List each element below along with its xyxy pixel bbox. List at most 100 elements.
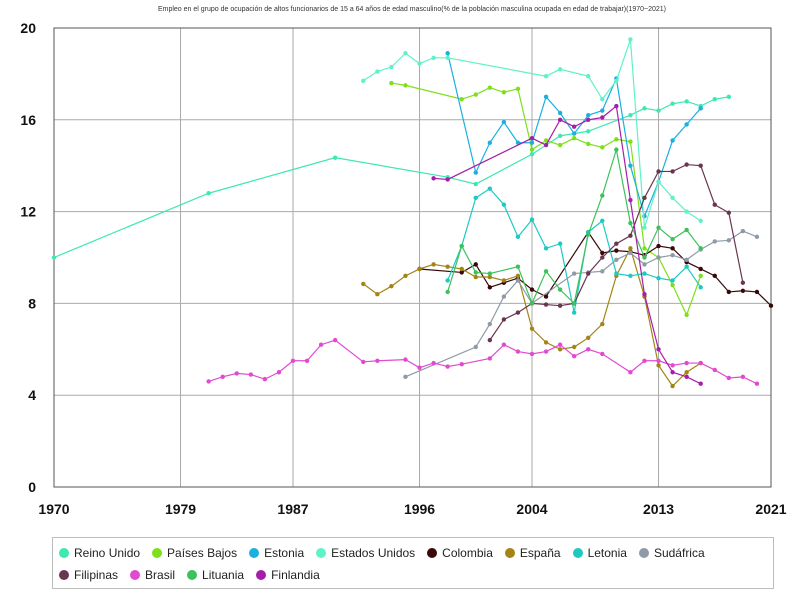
data-point[interactable] bbox=[515, 349, 521, 354]
data-point[interactable] bbox=[712, 239, 717, 244]
data-point[interactable] bbox=[543, 349, 549, 354]
data-point[interactable] bbox=[206, 379, 211, 384]
data-point[interactable] bbox=[642, 255, 647, 260]
data-point[interactable] bbox=[332, 337, 338, 343]
data-point[interactable] bbox=[248, 372, 254, 377]
data-point[interactable] bbox=[445, 51, 450, 56]
data-point[interactable] bbox=[473, 170, 478, 175]
legend-item[interactable]: Reino Unido bbox=[59, 544, 140, 562]
data-point[interactable] bbox=[459, 96, 464, 102]
data-point[interactable] bbox=[375, 358, 380, 363]
data-point[interactable] bbox=[698, 266, 703, 272]
data-point[interactable] bbox=[684, 162, 689, 167]
data-point[interactable] bbox=[375, 69, 380, 74]
data-point[interactable] bbox=[642, 358, 647, 363]
data-point[interactable] bbox=[557, 110, 563, 116]
data-point[interactable] bbox=[586, 271, 591, 276]
data-point[interactable] bbox=[642, 292, 647, 297]
data-point[interactable] bbox=[487, 271, 493, 276]
data-point[interactable] bbox=[515, 273, 521, 279]
data-point[interactable] bbox=[670, 370, 675, 375]
data-point[interactable] bbox=[656, 358, 661, 363]
data-point[interactable] bbox=[642, 262, 647, 267]
data-point[interactable] bbox=[614, 137, 619, 142]
data-point[interactable] bbox=[726, 289, 732, 295]
data-point[interactable] bbox=[684, 257, 689, 262]
data-point[interactable] bbox=[571, 135, 577, 141]
data-point[interactable] bbox=[712, 202, 717, 207]
data-point[interactable] bbox=[571, 344, 577, 350]
data-point[interactable] bbox=[557, 117, 563, 123]
data-point[interactable] bbox=[754, 381, 760, 386]
data-point[interactable] bbox=[557, 287, 563, 292]
data-point[interactable] bbox=[431, 176, 436, 181]
data-point[interactable] bbox=[332, 155, 338, 160]
data-point[interactable] bbox=[698, 163, 703, 168]
data-point[interactable] bbox=[670, 138, 675, 143]
legend-item[interactable]: Estonia bbox=[249, 544, 304, 562]
legend-item[interactable]: Letonia bbox=[572, 544, 627, 562]
data-point[interactable] bbox=[614, 147, 619, 152]
data-point[interactable] bbox=[304, 358, 310, 363]
data-point[interactable] bbox=[445, 278, 450, 283]
data-point[interactable] bbox=[684, 360, 689, 366]
data-point[interactable] bbox=[656, 243, 661, 249]
data-point[interactable] bbox=[698, 106, 703, 111]
data-point[interactable] bbox=[656, 225, 661, 230]
data-point[interactable] bbox=[586, 141, 591, 147]
data-point[interactable] bbox=[670, 246, 675, 251]
data-point[interactable] bbox=[459, 270, 464, 275]
data-point[interactable] bbox=[670, 101, 675, 106]
data-point[interactable] bbox=[417, 266, 422, 272]
data-point[interactable] bbox=[726, 375, 732, 381]
data-point[interactable] bbox=[361, 281, 366, 287]
data-point[interactable] bbox=[501, 202, 507, 207]
data-point[interactable] bbox=[501, 90, 507, 95]
legend-item[interactable]: Sudáfrica bbox=[638, 544, 705, 562]
data-point[interactable] bbox=[656, 108, 661, 113]
data-point[interactable] bbox=[726, 210, 732, 215]
data-point[interactable] bbox=[740, 374, 746, 380]
data-point[interactable] bbox=[726, 94, 732, 100]
data-point[interactable] bbox=[515, 86, 521, 92]
data-point[interactable] bbox=[628, 233, 633, 238]
data-point[interactable] bbox=[361, 78, 366, 83]
data-point[interactable] bbox=[698, 381, 703, 386]
data-point[interactable] bbox=[754, 289, 760, 295]
data-point[interactable] bbox=[206, 191, 211, 196]
data-point[interactable] bbox=[529, 135, 535, 141]
data-point[interactable] bbox=[642, 246, 647, 251]
data-point[interactable] bbox=[600, 321, 605, 327]
data-point[interactable] bbox=[684, 227, 689, 233]
data-point[interactable] bbox=[628, 37, 633, 42]
data-point[interactable] bbox=[290, 358, 296, 363]
data-point[interactable] bbox=[445, 55, 450, 61]
data-point[interactable] bbox=[459, 243, 464, 249]
data-point[interactable] bbox=[515, 278, 521, 283]
data-point[interactable] bbox=[417, 61, 422, 66]
data-point[interactable] bbox=[628, 370, 633, 375]
data-point[interactable] bbox=[403, 374, 408, 380]
data-point[interactable] bbox=[670, 363, 675, 368]
data-point[interactable] bbox=[515, 264, 521, 269]
data-point[interactable] bbox=[600, 145, 605, 150]
data-point[interactable] bbox=[543, 94, 549, 100]
data-point[interactable] bbox=[600, 255, 605, 260]
data-point[interactable] bbox=[529, 152, 535, 157]
data-point[interactable] bbox=[684, 370, 689, 375]
data-point[interactable] bbox=[389, 64, 394, 70]
data-point[interactable] bbox=[557, 142, 563, 148]
data-point[interactable] bbox=[586, 113, 591, 118]
data-point[interactable] bbox=[600, 96, 605, 102]
data-point[interactable] bbox=[656, 347, 661, 352]
data-point[interactable] bbox=[586, 129, 591, 134]
data-point[interactable] bbox=[515, 234, 521, 240]
data-point[interactable] bbox=[487, 337, 493, 343]
data-point[interactable] bbox=[614, 257, 619, 262]
data-point[interactable] bbox=[234, 371, 239, 376]
data-point[interactable] bbox=[543, 340, 549, 345]
data-point[interactable] bbox=[670, 282, 675, 288]
data-point[interactable] bbox=[571, 131, 577, 136]
legend-item[interactable]: Estados Unidos bbox=[316, 544, 415, 562]
legend-item[interactable]: Brasil bbox=[130, 566, 175, 584]
